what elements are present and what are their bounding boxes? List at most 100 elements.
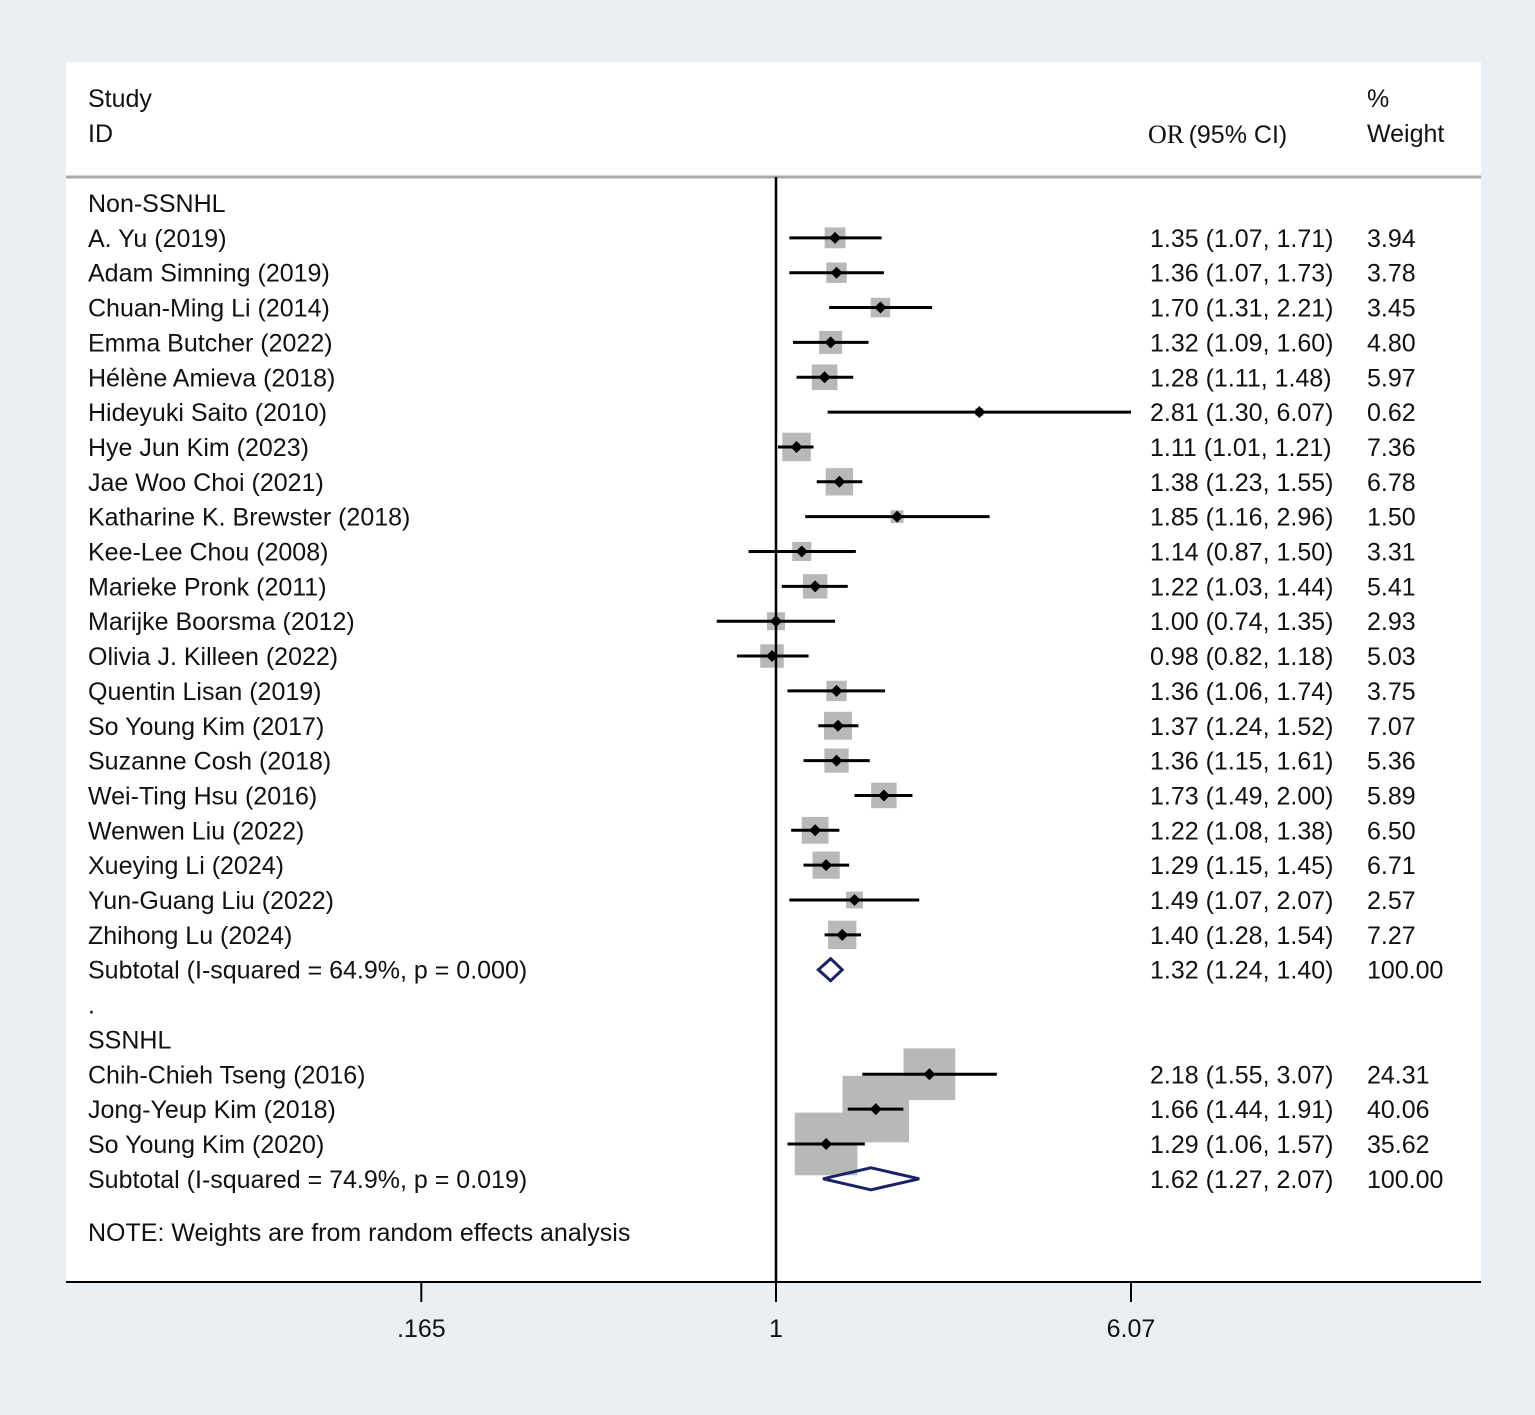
- weight-text: 24.31: [1367, 1061, 1430, 1089]
- study-label: Hideyuki Saito (2010): [88, 399, 327, 427]
- x-tick-label: 6.07: [1107, 1315, 1156, 1343]
- estimate-text: 1.22 (1.03, 1.44): [1150, 573, 1333, 601]
- weight-text: 4.80: [1367, 329, 1416, 357]
- point-estimate: [829, 231, 842, 244]
- estimate-text: 2.81 (1.30, 6.07): [1150, 399, 1333, 427]
- subtotal-label: Subtotal (I-squared = 64.9%, p = 0.000): [88, 957, 527, 985]
- point-estimate: [818, 371, 831, 384]
- weight-text: 3.78: [1367, 260, 1416, 288]
- weight-text: 5.03: [1367, 643, 1416, 671]
- point-estimate: [833, 475, 846, 488]
- estimate-text: 1.29 (1.15, 1.45): [1150, 852, 1333, 880]
- point-estimate: [820, 859, 833, 872]
- estimate-marks: [716, 177, 1131, 1282]
- estimate-text: 2.18 (1.55, 3.07): [1150, 1061, 1333, 1089]
- point-estimate: [891, 510, 904, 523]
- estimate-text: 1.36 (1.07, 1.73): [1150, 260, 1333, 288]
- estimate-text: 1.22 (1.08, 1.38): [1150, 817, 1333, 845]
- weight-text: 6.71: [1367, 852, 1416, 880]
- subtotal-estimate-text: 1.62 (1.27, 2.07): [1150, 1166, 1333, 1194]
- estimate-text: 1.36 (1.15, 1.61): [1150, 748, 1333, 776]
- weight-text: 0.62: [1367, 399, 1416, 427]
- estimate-text: 1.35 (1.07, 1.71): [1150, 225, 1333, 253]
- row-labels: Non-SSNHL A. Yu (2019) 1.35 (1.07, 1.71) 3.…: [88, 190, 1443, 1194]
- weight-text: 35.62: [1367, 1131, 1430, 1159]
- point-estimate: [830, 266, 843, 279]
- point-estimate: [830, 684, 843, 697]
- study-label: Chih-Chieh Tseng (2016): [88, 1061, 365, 1089]
- header-ci: (95% CI): [1189, 121, 1288, 149]
- subtotal-diamond: [816, 956, 845, 983]
- study-label: Chuan-Ming Li (2014): [88, 295, 330, 323]
- point-estimate: [809, 580, 822, 593]
- point-estimate: [790, 440, 803, 453]
- estimate-text: 1.38 (1.23, 1.55): [1150, 469, 1333, 497]
- study-label: A. Yu (2019): [88, 225, 227, 253]
- study-label: Suzanne Cosh (2018): [88, 748, 331, 776]
- estimate-text: 1.66 (1.44, 1.91): [1150, 1096, 1333, 1124]
- weight-text: 3.45: [1367, 295, 1416, 323]
- plot-panel: [66, 62, 1481, 1282]
- point-estimate: [874, 301, 887, 314]
- estimate-text: 1.40 (1.28, 1.54): [1150, 922, 1333, 950]
- study-label: So Young Kim (2017): [88, 713, 324, 741]
- study-label: Quentin Lisan (2019): [88, 678, 321, 706]
- study-label: Zhihong Lu (2024): [88, 922, 292, 950]
- subtotal-diamond: [822, 1166, 920, 1192]
- study-label: Kee-Lee Chou (2008): [88, 539, 328, 567]
- header-weight: Weight: [1367, 120, 1444, 148]
- point-estimate: [830, 754, 843, 767]
- weight-text: 7.27: [1367, 922, 1416, 950]
- weight-text: 5.97: [1367, 364, 1416, 392]
- subtotal-weight-text: 100.00: [1367, 1166, 1443, 1194]
- point-estimate: [766, 650, 779, 663]
- study-label: Jong-Yeup Kim (2018): [88, 1096, 336, 1124]
- group-label: SSNHL: [88, 1026, 171, 1054]
- subtotal-weight-text: 100.00: [1367, 957, 1443, 985]
- study-label: Hye Jun Kim (2023): [88, 434, 309, 462]
- header-or: OR (95% CI): [1148, 120, 1287, 149]
- study-label: Xueying Li (2024): [88, 852, 284, 880]
- study-label: Wei-Ting Hsu (2016): [88, 782, 317, 810]
- study-label: Adam Simning (2019): [88, 260, 330, 288]
- estimate-text: 1.36 (1.06, 1.74): [1150, 678, 1333, 706]
- header-study: Study: [88, 85, 152, 113]
- weight-text: 40.06: [1367, 1096, 1430, 1124]
- study-label: Katharine K. Brewster (2018): [88, 504, 410, 532]
- study-label: Yun-Guang Liu (2022): [88, 887, 334, 915]
- weight-text: 6.50: [1367, 817, 1416, 845]
- header-or-prefix: OR: [1148, 120, 1185, 149]
- x-tick-label: 1: [769, 1315, 783, 1343]
- weight-text: 2.57: [1367, 887, 1416, 915]
- estimate-text: 1.49 (1.07, 2.07): [1150, 887, 1333, 915]
- point-estimate: [820, 1137, 833, 1150]
- estimate-text: 1.29 (1.06, 1.57): [1150, 1131, 1333, 1159]
- estimate-text: 1.32 (1.09, 1.60): [1150, 329, 1333, 357]
- weight-text: 3.75: [1367, 678, 1416, 706]
- study-label: Wenwen Liu (2022): [88, 817, 304, 845]
- point-estimate: [770, 615, 782, 628]
- point-estimate: [836, 928, 849, 941]
- spacer-label: .: [88, 992, 95, 1020]
- estimate-text: 1.85 (1.16, 2.96): [1150, 504, 1333, 532]
- estimate-text: 1.73 (1.49, 2.00): [1150, 782, 1333, 810]
- study-label: Marijke Boorsma (2012): [88, 608, 355, 636]
- estimate-text: 1.00 (0.74, 1.35): [1150, 608, 1333, 636]
- point-estimate: [923, 1068, 936, 1081]
- estimate-text: 1.37 (1.24, 1.52): [1150, 713, 1333, 741]
- header-pct: %: [1367, 85, 1389, 113]
- point-estimate: [877, 789, 890, 802]
- point-estimate: [869, 1103, 882, 1116]
- footnote: NOTE: Weights are from random effects an…: [88, 1219, 630, 1247]
- subtotal-estimate-text: 1.32 (1.24, 1.40): [1150, 957, 1333, 985]
- weight-text: 2.93: [1367, 608, 1416, 636]
- study-label: So Young Kim (2020): [88, 1131, 324, 1159]
- study-label: Olivia J. Killeen (2022): [88, 643, 338, 671]
- point-estimate: [809, 824, 822, 837]
- point-estimate: [831, 719, 844, 732]
- subtotal-label: Subtotal (I-squared = 74.9%, p = 0.019): [88, 1166, 527, 1194]
- group-label: Non-SSNHL: [88, 190, 226, 218]
- weight-text: 1.50: [1367, 504, 1416, 532]
- estimate-text: 1.70 (1.31, 2.21): [1150, 295, 1333, 323]
